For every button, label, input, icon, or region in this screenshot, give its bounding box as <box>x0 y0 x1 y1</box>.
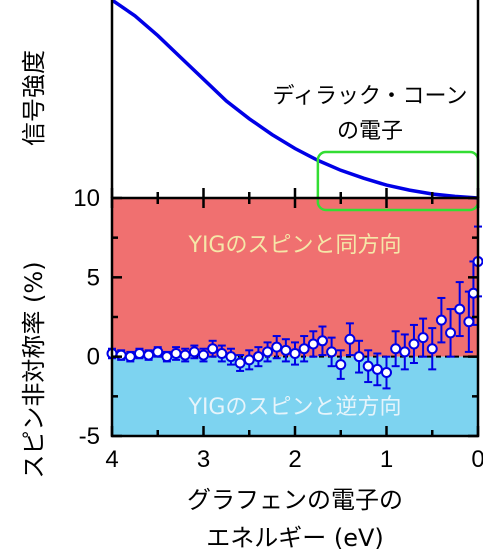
x-axis-label-line2: エネルギー (eV) <box>206 524 384 552</box>
x-tick-labels: 4 3 2 1 0 <box>105 446 483 473</box>
data-point <box>234 357 246 369</box>
y-axis-label-signal-intensity: 信号強度 <box>20 50 48 146</box>
data-point <box>152 346 164 358</box>
data-point <box>188 346 200 358</box>
data-point <box>326 346 338 358</box>
data-point <box>381 367 392 379</box>
data-point <box>426 343 438 355</box>
data-point <box>289 347 301 359</box>
data-point <box>115 349 127 361</box>
data-point <box>435 314 447 326</box>
data-point <box>216 347 228 359</box>
data-point <box>280 344 292 356</box>
data-point <box>271 341 283 353</box>
y-axis-label-spin-asymmetry: スピン非対称率 (%) <box>20 261 48 478</box>
data-point <box>399 346 411 358</box>
data-point <box>143 349 155 361</box>
data-point <box>417 332 429 344</box>
y-tick-label: 0 <box>87 344 100 371</box>
data-point <box>362 360 374 372</box>
data-point <box>390 343 402 355</box>
axis-ticks <box>110 188 480 438</box>
data-point <box>454 303 466 315</box>
data-point <box>179 349 191 361</box>
data-point <box>335 359 347 371</box>
data-point <box>252 351 264 363</box>
signal-intensity-curve <box>111 0 479 200</box>
region-label-same: YIGのスピンと同方向 <box>188 233 402 258</box>
y-tick-label: 10 <box>73 185 100 212</box>
data-point <box>170 347 182 359</box>
x-tick-label: 1 <box>380 446 393 473</box>
data-point <box>307 338 319 350</box>
asymmetry-series <box>106 225 483 390</box>
region-opposite-direction <box>112 356 478 436</box>
x-tick-label: 3 <box>197 446 210 473</box>
y-tick-labels: 10 5 0 -5 <box>73 185 100 450</box>
data-point <box>467 287 479 299</box>
data-point <box>133 347 145 359</box>
x-tick-label: 0 <box>471 446 483 473</box>
region-same-direction <box>112 198 478 357</box>
data-point <box>124 351 136 363</box>
data-point <box>371 363 383 375</box>
region-label-opposite: YIGのスピンと逆方向 <box>188 395 402 420</box>
dirac-cone-annotation-line2: の電子 <box>337 119 403 144</box>
data-point <box>344 333 356 345</box>
data-point <box>207 343 219 355</box>
data-point <box>225 351 237 363</box>
data-point <box>445 327 457 339</box>
x-tick-label: 2 <box>288 446 301 473</box>
x-tick-label: 4 <box>105 446 118 473</box>
data-point <box>298 343 310 355</box>
dirac-cone-annotation-line1: ディラック・コーン <box>273 84 468 109</box>
data-point <box>243 354 255 366</box>
data-point <box>262 346 274 358</box>
y-tick-label: -5 <box>79 423 100 450</box>
data-point <box>161 351 173 363</box>
y-tick-label: 5 <box>87 264 100 291</box>
data-point <box>408 338 420 350</box>
data-point <box>198 349 209 361</box>
data-point <box>353 351 365 363</box>
data-point <box>463 316 475 328</box>
data-point <box>316 335 328 347</box>
x-axis-label-line1: グラフェンの電子の <box>187 486 403 514</box>
